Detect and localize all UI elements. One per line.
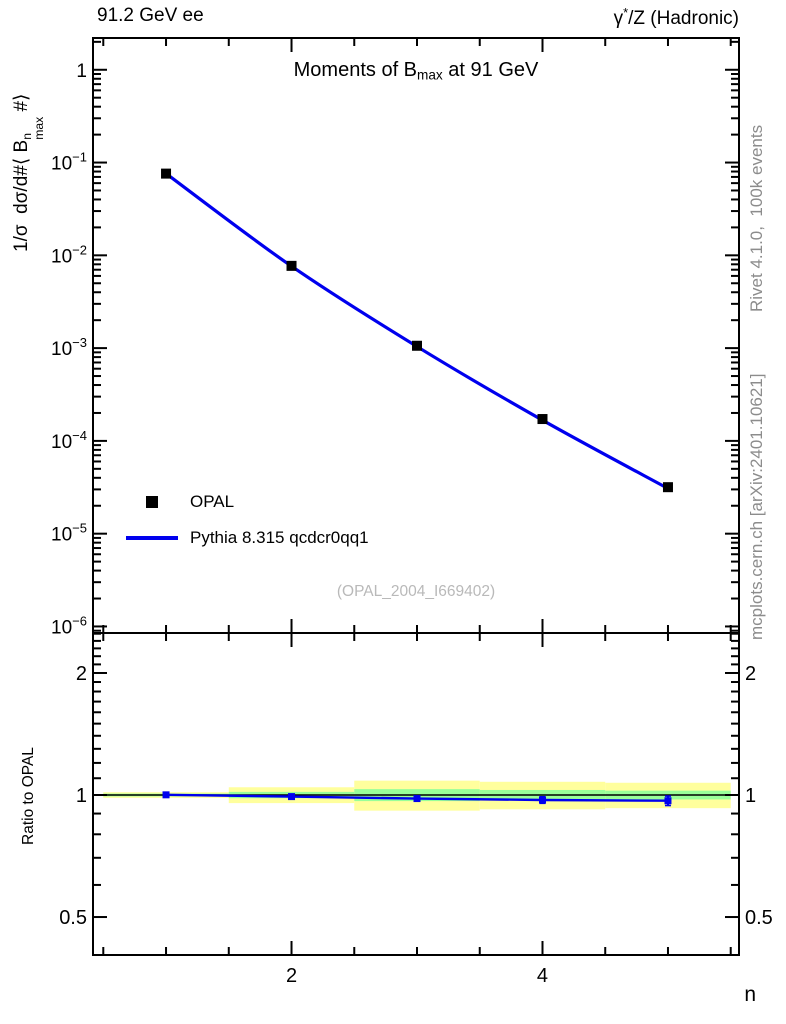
main-y-tick-label: 1 xyxy=(76,61,87,82)
ratio-frame xyxy=(92,632,740,956)
x-tick-label: 2 xyxy=(286,965,297,987)
data-point-marker xyxy=(412,340,423,351)
black-square-marker-icon xyxy=(146,496,158,508)
ratio-marker xyxy=(413,795,421,803)
header-beam-label: 91.2 GeV ee xyxy=(97,5,204,26)
mc-curve xyxy=(165,172,669,490)
main-y-tick-label: 10−6 xyxy=(51,613,87,638)
x-tick-label: 4 xyxy=(537,965,548,987)
mcplots-arxiv-note: mcplots.cern.ch [arXiv:2401.10621] xyxy=(747,373,766,640)
ratio-y-tick-label-right: 1 xyxy=(745,785,756,807)
main-y-tick-label: 10−2 xyxy=(51,242,87,267)
legend-item-pythia: Pythia 8.315 qcdcr0qq1 xyxy=(126,520,369,556)
data-point-marker xyxy=(286,260,297,271)
plot-title: Moments of Bmax at 91 GeV xyxy=(293,59,539,83)
header-process-label: γ*/Z (Hadronic) xyxy=(613,5,739,29)
data-point-marker xyxy=(662,482,673,493)
blue-line-marker-icon xyxy=(126,536,178,540)
ratio-marker xyxy=(664,797,672,805)
ratio-marker xyxy=(162,791,170,799)
ratio-y-tick-label-left: 1 xyxy=(76,785,87,807)
ratio-y-tick-label-left: 0.5 xyxy=(59,907,87,929)
ratio-y-axis-label: Ratio to OPAL xyxy=(20,747,37,845)
ratio-marker xyxy=(538,796,546,804)
ratio-y-tick-label-right: 2 xyxy=(745,663,756,685)
ratio-y-tick-label-left: 2 xyxy=(76,663,87,685)
main-y-tick-label: 10−1 xyxy=(51,150,87,175)
rivet-version-note: Rivet 4.1.0, 100k events xyxy=(747,124,766,312)
legend-label-opal: OPAL xyxy=(190,492,235,511)
main-y-tick-label: 10−3 xyxy=(51,335,87,360)
main-y-tick-label: 10−4 xyxy=(51,428,87,453)
ratio-marker xyxy=(288,793,296,801)
legend: OPAL Pythia 8.315 qcdcr0qq1 xyxy=(126,484,369,556)
legend-icon-box xyxy=(126,536,178,540)
x-axis-label: n xyxy=(744,983,756,1006)
data-point-marker xyxy=(161,168,172,179)
analysis-id-watermark: (OPAL_2004_I669402) xyxy=(336,583,496,600)
data-point-marker xyxy=(537,414,548,425)
legend-icon-box xyxy=(126,496,178,508)
ratio-y-tick-label-right: 0.5 xyxy=(745,907,773,929)
legend-label-pythia: Pythia 8.315 qcdcr0qq1 xyxy=(190,528,369,547)
main-y-tick-label: 10−5 xyxy=(51,521,87,546)
legend-item-opal: OPAL xyxy=(126,484,369,520)
